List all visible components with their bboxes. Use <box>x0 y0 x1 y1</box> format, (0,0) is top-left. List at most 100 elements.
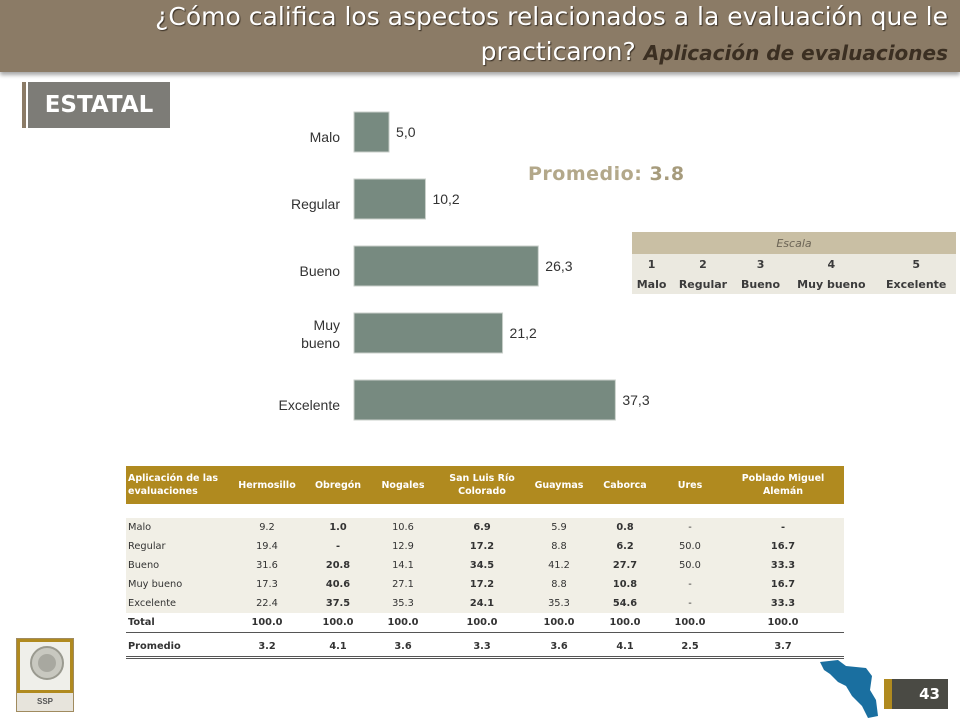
row-label: Malo <box>126 518 226 537</box>
escala-label: Malo <box>632 274 672 294</box>
table-cell: 50.0 <box>658 556 722 575</box>
municipalities-table: Aplicación de las evaluaciones Hermosillo… <box>126 466 844 659</box>
table-cell: 24.1 <box>438 594 526 613</box>
table-cell: 31.6 <box>226 556 308 575</box>
table-cell: 5.9 <box>526 518 592 537</box>
bar-regular <box>353 178 426 220</box>
bar-excelente <box>353 379 616 421</box>
table-column-header: Poblado Miguel Alemán <box>722 466 844 504</box>
category-label: Malo <box>310 129 341 145</box>
table-cell: 100.0 <box>592 613 658 633</box>
table-cell: 27.7 <box>592 556 658 575</box>
table-cell: 10.6 <box>368 518 438 537</box>
table-cell: 0.8 <box>592 518 658 537</box>
table-cell: - <box>658 575 722 594</box>
escala-number: 3 <box>734 254 787 274</box>
table-column-header: San Luis Río Colorado <box>438 466 526 504</box>
table-cell: 35.3 <box>526 594 592 613</box>
table-cell: 16.7 <box>722 537 844 556</box>
row-label: Regular <box>126 537 226 556</box>
data-label: 37,3 <box>622 392 649 408</box>
table-column-header: Ures <box>658 466 722 504</box>
row-label: Promedio <box>126 637 226 659</box>
table-cell: 54.6 <box>592 594 658 613</box>
table-column-header: Caborca <box>592 466 658 504</box>
table-cell: 22.4 <box>226 594 308 613</box>
table-cell: 3.3 <box>438 637 526 659</box>
table-cell: 17.3 <box>226 575 308 594</box>
table-cell: 8.8 <box>526 575 592 594</box>
escala-label: Regular <box>671 274 735 294</box>
category-label: Excelente <box>279 397 341 413</box>
table-cell: 100.0 <box>722 613 844 633</box>
table-cell: - <box>308 537 368 556</box>
logo-text: SSP <box>17 693 73 711</box>
table-row: Excelente 22.4 37.5 35.3 24.1 35.3 54.6-33.3 <box>126 594 844 613</box>
title-banner: ¿Cómo califica los aspectos relacionados… <box>0 0 960 72</box>
table-cell: 14.1 <box>368 556 438 575</box>
promedio-value: 3.8 <box>649 163 685 185</box>
bar-chart: 5,0 Malo 10,2 Regular 26,3 Bueno 21,2 Muy bueno 3… <box>279 111 650 421</box>
escala-table: Escala 1 2 3 4 5 Malo Regular Bueno Muy … <box>632 232 956 294</box>
subtitle: Aplicación de evaluaciones <box>643 41 948 65</box>
data-label: 10,2 <box>432 191 459 207</box>
category-label: Bueno <box>300 263 341 279</box>
table-cell: 9.2 <box>226 518 308 537</box>
promedio-label: Promedio: 3.8 <box>528 163 685 185</box>
table-header: Aplicación de las evaluaciones <box>126 466 226 504</box>
table-cell: 17.2 <box>438 575 526 594</box>
title-line-1: ¿Cómo califica los aspectos relacionados… <box>155 2 948 31</box>
table-column-header: Obregón <box>308 466 368 504</box>
table-row: Bueno 31.6 20.8 14.1 34.5 41.2 27.7 50.0 33.3 <box>126 556 844 575</box>
page-number-box: 43 <box>884 679 948 709</box>
table-row: Promedio 3.2 4.1 3.6 3.3 3.6 4.1 2.5 3.7 <box>126 637 844 659</box>
table-row: Malo 9.2 1.0 10.6 6.9 5.9 0.8- - <box>126 518 844 537</box>
page-number: 43 <box>919 685 940 703</box>
row-label: Excelente <box>126 594 226 613</box>
table-cell: 100.0 <box>526 613 592 633</box>
table-column-header: Nogales <box>368 466 438 504</box>
table-cell: 8.8 <box>526 537 592 556</box>
table-cell: 6.9 <box>438 518 526 537</box>
category-label: Muy bueno <box>301 317 340 351</box>
table-cell: 4.1 <box>592 637 658 659</box>
table-cell: 20.8 <box>308 556 368 575</box>
table-cell: 1.0 <box>308 518 368 537</box>
table-cell: - <box>658 518 722 537</box>
escala-label: Muy bueno <box>786 274 877 294</box>
table-cell: 40.6 <box>308 575 368 594</box>
escala-title: Escala <box>632 232 956 254</box>
table-cell: 16.7 <box>722 575 844 594</box>
row-label: Bueno <box>126 556 226 575</box>
estatal-badge: ESTATAL <box>22 82 170 128</box>
data-label: 21,2 <box>510 325 537 341</box>
table-cell: 100.0 <box>226 613 308 633</box>
table-cell: 33.3 <box>722 594 844 613</box>
table-column-header: Hermosillo <box>226 466 308 504</box>
bar-muy-bueno <box>353 312 504 354</box>
table-cell: 3.7 <box>722 637 844 659</box>
bar-bueno <box>353 245 539 287</box>
seal-icon <box>20 642 70 690</box>
table-cell: 35.3 <box>368 594 438 613</box>
table-cell: 100.0 <box>368 613 438 633</box>
table-cell: 41.2 <box>526 556 592 575</box>
title-line-2: practicaron? Aplicación de evaluaciones <box>481 37 948 66</box>
escala-number: 1 <box>632 254 672 274</box>
table-cell: 3.2 <box>226 637 308 659</box>
table-cell: 4.1 <box>308 637 368 659</box>
table-row: Total 100.0 100.0 100.0 100.0 100.0 100.0 100.0… <box>126 613 844 633</box>
table-cell: 100.0 <box>438 613 526 633</box>
promedio-text: Promedio: <box>528 163 643 185</box>
escala-number: 4 <box>786 254 877 274</box>
data-label: 5,0 <box>396 124 416 140</box>
table-row: Regular 19.4-12.9 17.2 8.8 6.2 50.0 16.7 <box>126 537 844 556</box>
table-cell: 17.2 <box>438 537 526 556</box>
title-line-2-text: practicaron? <box>480 37 636 66</box>
row-label: Muy bueno <box>126 575 226 594</box>
row-label: Total <box>126 613 226 633</box>
table-cell: 100.0 <box>658 613 722 633</box>
table-cell: 27.1 <box>368 575 438 594</box>
escala-label: Excelente <box>876 274 956 294</box>
bar-malo <box>353 111 390 153</box>
